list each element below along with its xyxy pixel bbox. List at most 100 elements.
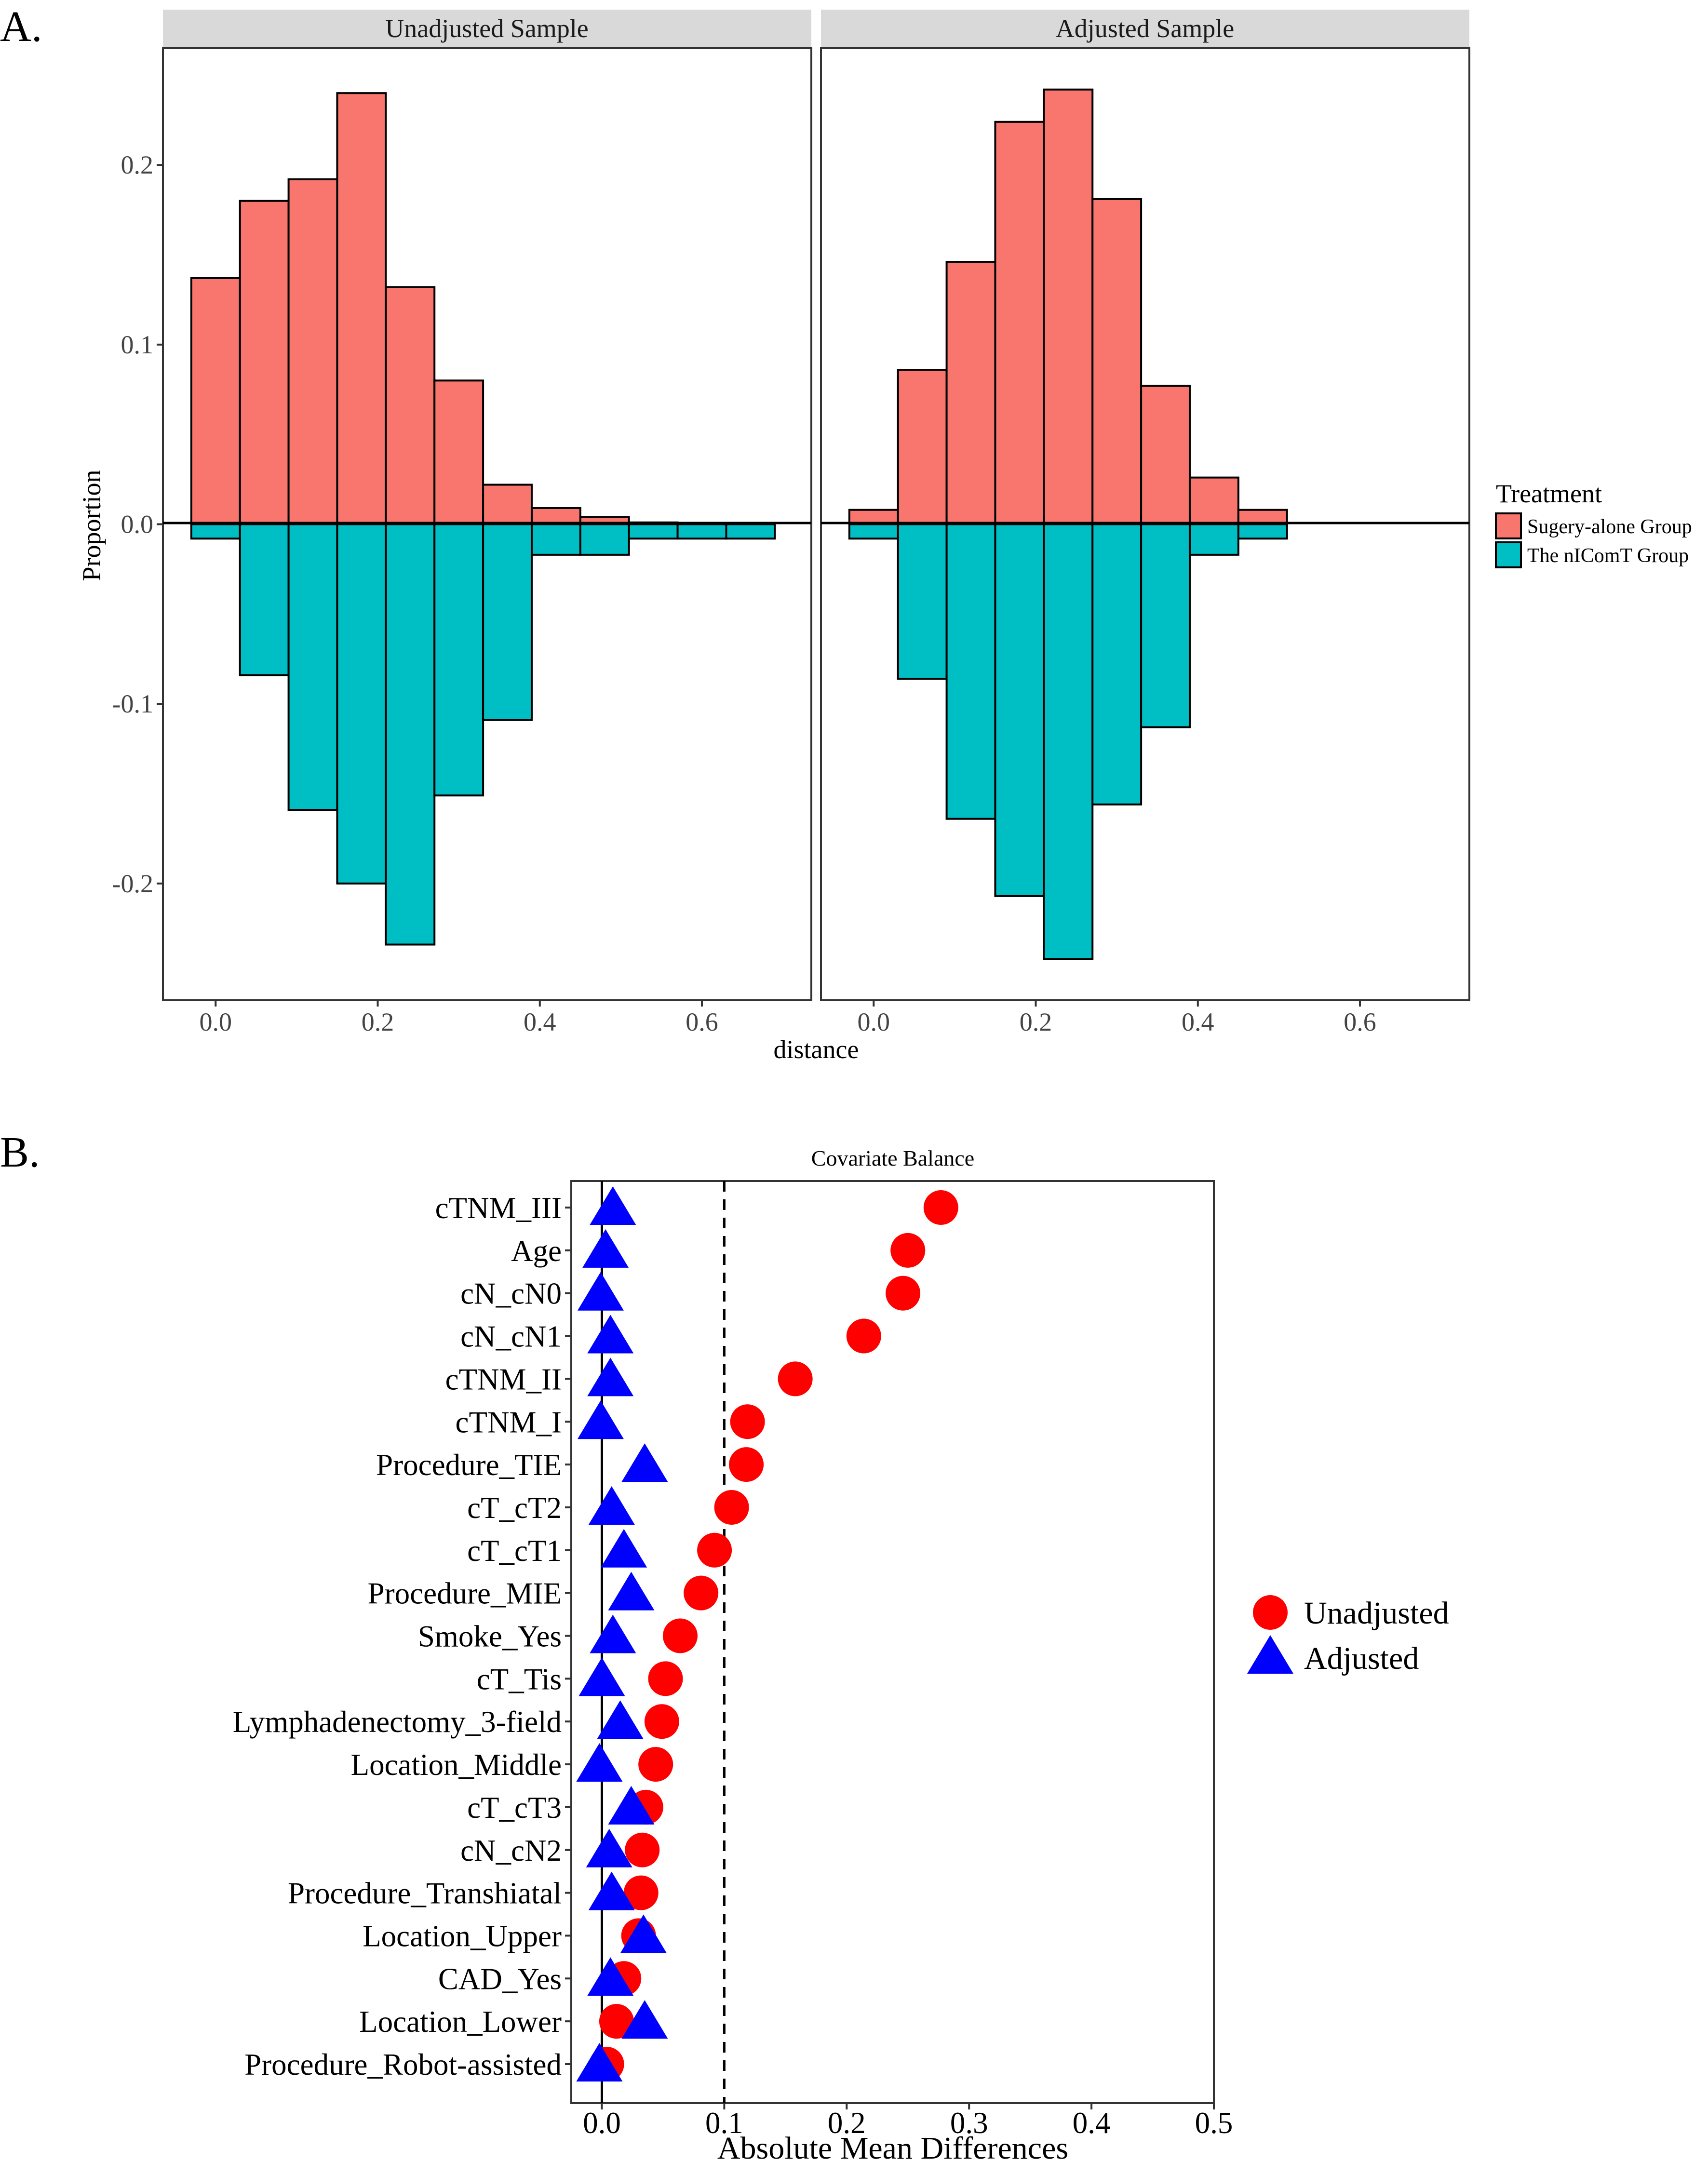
unadjusted-point	[890, 1233, 926, 1268]
variable-label: Procedure_MIE	[368, 1577, 562, 1611]
bar-surgery-alone-adjusted-3	[994, 121, 1045, 525]
unadjusted-point	[625, 1832, 660, 1867]
unadjusted-point	[697, 1532, 732, 1568]
panel-label-b: B.	[0, 1128, 40, 1176]
bar-nicomt-unadjusted-1	[239, 523, 290, 676]
variable-label: cT_cT3	[467, 1791, 562, 1825]
unadjusted-point	[662, 1618, 698, 1653]
balance-x-tick-label: 0.1	[705, 2106, 743, 2140]
bar-nicomt-adjusted-6	[1140, 523, 1191, 728]
unadjusted-point	[684, 1575, 719, 1611]
adjusted-point	[621, 2000, 668, 2039]
bar-nicomt-adjusted-3	[994, 523, 1045, 897]
balance-x-ticks: 0.0 0.1 0.2 0.3 0.4 0.5	[583, 2103, 1233, 2140]
variable-label: CAD_Yes	[438, 1962, 562, 1996]
adjusted-point	[588, 1486, 635, 1525]
variable-label: cTNM_I	[456, 1405, 562, 1439]
bar-nicomt-adjusted-7	[1188, 523, 1239, 556]
bar-nicomt-adjusted-5	[1091, 523, 1143, 806]
bar-nicomt-adjusted-2	[945, 523, 996, 820]
bar-nicomt-unadjusted-6	[482, 523, 533, 721]
hist-x-tick-label: 0.6	[686, 1007, 718, 1036]
bar-nicomt-adjusted-4	[1043, 523, 1094, 960]
legend-label-adjusted: Adjusted	[1304, 1641, 1419, 1676]
adjusted-point	[601, 1529, 647, 1568]
unadjusted-point	[730, 1404, 765, 1439]
legend-marker-unadjusted	[1253, 1595, 1288, 1630]
hist-x-ticks: 0.0 0.2 0.4 0.6 0.0 0.2 0.4 0.6	[200, 1000, 1376, 1036]
variable-label: Smoke_Yes	[418, 1620, 562, 1653]
bar-nicomt-unadjusted-10	[676, 523, 727, 540]
bar-surgery-alone-adjusted-4	[1043, 88, 1094, 525]
variable-label: cN_cN0	[460, 1277, 562, 1311]
bar-nicomt-unadjusted-8	[579, 523, 630, 556]
unadjusted-point	[648, 1661, 683, 1696]
variable-label: cT_cT1	[467, 1534, 562, 1568]
bar-surgery-alone-adjusted-1	[897, 369, 948, 525]
hist-y-ticks: -0.2 -0.1 0.0 0.1 0.2	[112, 150, 163, 898]
variable-label: cN_cN1	[460, 1320, 562, 1354]
bar-nicomt-unadjusted-0	[190, 523, 241, 540]
strip-title-unadjusted: Unadjusted Sample	[385, 14, 588, 43]
hist-x-tick-label: 0.0	[200, 1007, 232, 1036]
variable-label: cT_Tis	[477, 1662, 562, 1696]
bar-surgery-alone-adjusted-7	[1188, 476, 1239, 525]
adjusted-point	[588, 1871, 635, 1910]
strip-title-adjusted: Adjusted Sample	[1056, 14, 1234, 43]
bar-nicomt-unadjusted-9	[628, 523, 679, 540]
unadjusted-point	[714, 1490, 749, 1525]
hist-panel-unadjusted: Unadjusted Sample	[162, 10, 812, 1001]
adjusted-point	[586, 1828, 632, 1867]
variable-label: cN_cN2	[460, 1834, 562, 1867]
bar-surgery-alone-unadjusted-0	[190, 277, 241, 525]
balance-x-tick-label: 0.4	[1073, 2106, 1111, 2140]
legend-label-treated: Sugery-alone Group	[1527, 516, 1692, 538]
hist-y-axis-title: Proportion	[77, 470, 106, 581]
balance-x-tick-label: 0.0	[583, 2106, 621, 2140]
bar-surgery-alone-unadjusted-6	[482, 483, 533, 525]
adjusted-point	[590, 1614, 636, 1653]
variable-label: Location_Lower	[359, 2005, 562, 2039]
hist-y-tick-label: -0.2	[112, 869, 153, 898]
hist-legend: Treatment Sugery-alone Group The nIComT …	[1495, 479, 1692, 568]
variable-label: cT_cT2	[467, 1491, 562, 1525]
adjusted-points	[576, 1186, 668, 2081]
adjusted-point	[587, 1315, 634, 1354]
bar-surgery-alone-adjusted-2	[945, 261, 996, 525]
balance-x-tick-label: 0.3	[950, 2106, 988, 2140]
balance-x-tick-label: 0.5	[1195, 2106, 1233, 2140]
adjusted-point	[582, 1229, 629, 1268]
bar-surgery-alone-unadjusted-3	[336, 92, 387, 525]
unadjusted-point	[729, 1447, 764, 1482]
variable-label: Location_Middle	[351, 1748, 562, 1782]
hist-x-tick-label: 0.2	[362, 1007, 394, 1036]
hist-x-tick-label: 0.4	[524, 1007, 556, 1036]
adjusted-point	[577, 1272, 624, 1311]
bar-surgery-alone-unadjusted-4	[385, 286, 436, 525]
hist-y-tick-label: 0.2	[121, 150, 154, 179]
hist-x-axis-title: distance	[774, 1035, 859, 1064]
variable-label: Procedure_Transhiatal	[288, 1877, 562, 1910]
panel-label-a: A.	[0, 3, 42, 51]
unadjusted-point	[644, 1704, 679, 1739]
hist-y-tick-label: 0.1	[121, 330, 154, 359]
variable-label: Location_Upper	[363, 1919, 562, 1953]
variable-label: Procedure_TIE	[376, 1448, 562, 1482]
legend-marker-adjusted	[1247, 1635, 1293, 1674]
adjusted-point	[597, 1700, 644, 1739]
hist-panel-adjusted: Adjusted Sample	[820, 10, 1470, 1001]
strip-unadjusted	[163, 10, 811, 48]
adjusted-point	[620, 1914, 667, 1953]
bar-nicomt-adjusted-1	[897, 523, 948, 680]
bar-surgery-alone-unadjusted-2	[287, 178, 338, 525]
bar-nicomt-unadjusted-7	[530, 523, 581, 556]
bar-nicomt-unadjusted-3	[336, 523, 387, 885]
hist-y-tick-label: -0.1	[112, 689, 153, 718]
adjusted-point	[576, 2043, 623, 2081]
variable-label: cTNM_II	[445, 1362, 562, 1396]
adjusted-point	[587, 1357, 634, 1397]
bar-nicomt-unadjusted-5	[433, 523, 484, 797]
hist-x-tick-label: 0.6	[1344, 1007, 1376, 1036]
adjusted-point	[608, 1786, 655, 1825]
unadjusted-point	[846, 1318, 881, 1354]
